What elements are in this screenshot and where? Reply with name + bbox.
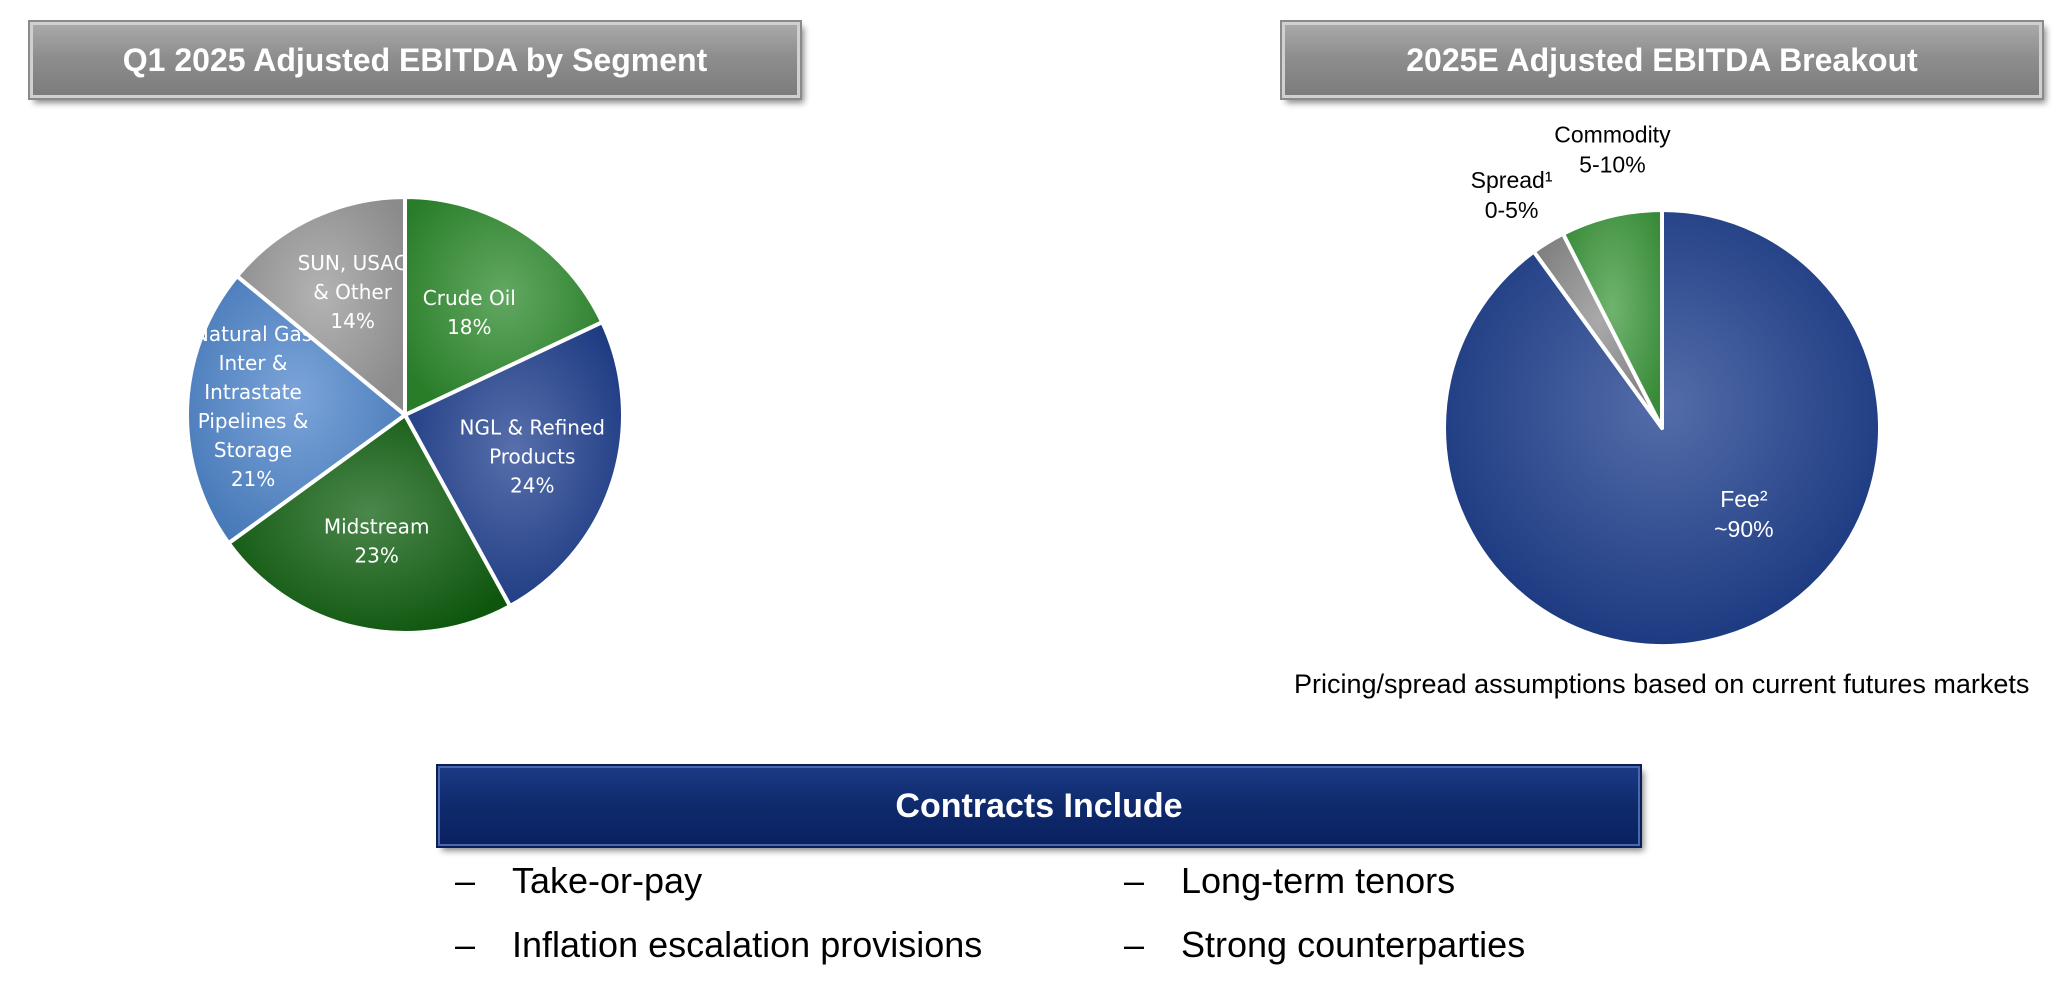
contract-item-label: Long-term tenors — [1181, 860, 1456, 901]
breakout-chart-title: 2025E Adjusted EBITDA Breakout — [1280, 20, 2044, 100]
pricing-assumption-note: Pricing/spread assumptions based on curr… — [1294, 669, 2030, 699]
bullet-dash: – — [455, 860, 476, 901]
pie-label-ngl-refined-products: NGL & Refined Products 24% — [459, 415, 605, 497]
pie-slice-midstream — [226, 413, 513, 635]
pie-label-commodity: Commodity 5-10% — [1554, 122, 1671, 178]
contract-item-label: Strong counterparties — [1181, 924, 1526, 965]
contracts-include-title: Contracts Include — [895, 786, 1183, 825]
pie-label-spread: Spread¹ 0-5% — [1471, 167, 1553, 223]
segment-chart-title: Q1 2025 Adjusted EBITDA by Segment — [28, 20, 802, 100]
pie-slice-sun-usac-other — [235, 195, 407, 417]
segment-pie-chart: Crude Oil 18% NGL & Refined Products 24% Mids… — [185, 195, 625, 635]
contract-item-long-term-tenors: – Long-term tenors — [1124, 860, 1455, 902]
bullet-dash: – — [455, 924, 476, 965]
pie-label-crude-oil: Crude Oil 18% — [423, 286, 516, 339]
breakout-pie-chart: Fee² ~90% Spread¹ 0-5%Commodity 5-10% — [1442, 122, 1882, 648]
bullet-dash: – — [1124, 924, 1145, 965]
pie-slice-crude-oil — [403, 195, 605, 417]
pie-label-natural-gas-inter-intrastate-pipelines-storage: Natural Gas Inter & Intrastate Pipelines & S… — [194, 322, 312, 491]
pie-label-sun-usac-other: SUN, USAC & Other 14% — [298, 250, 408, 332]
contract-item-label: Take-or-pay — [512, 860, 703, 901]
segment-chart-title-text: Q1 2025 Adjusted EBITDA by Segment — [122, 41, 708, 78]
contract-item-take-or-pay: – Take-or-pay — [455, 860, 702, 902]
pie-label-midstream: Midstream 23% — [324, 514, 430, 567]
contract-item-label: Inflation escalation provisions — [512, 924, 983, 965]
pie-slice-natural-gas-inter-intrastate-pipelines-storage — [185, 274, 407, 546]
pie-slice-commodity — [1561, 208, 1664, 430]
pie-slice-ngl-refined-products — [403, 320, 625, 609]
contract-item-strong-counterparties: – Strong counterparties — [1124, 924, 1525, 966]
breakout-chart-title-text: 2025E Adjusted EBITDA Breakout — [1406, 41, 1918, 78]
contracts-include-banner: Contracts Include — [436, 764, 1642, 848]
pie-label-fee: Fee² ~90% — [1714, 486, 1773, 542]
contract-item-inflation-escalation: – Inflation escalation provisions — [455, 924, 982, 966]
bullet-dash: – — [1124, 860, 1145, 901]
